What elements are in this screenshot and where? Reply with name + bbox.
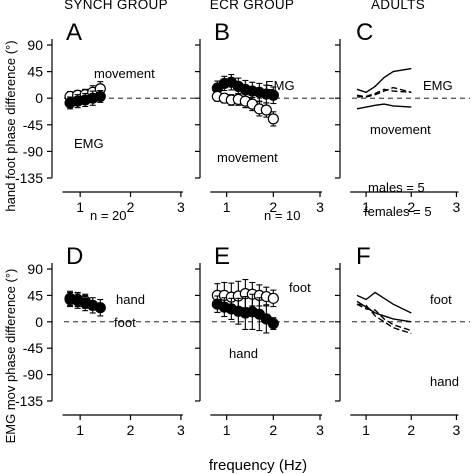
series-line-2	[356, 300, 412, 323]
panel-a: A 90 45 0 -45 -90 -135 1 2 3	[15, 19, 196, 215]
y-tick-label: 90	[27, 37, 43, 53]
series-line-2	[356, 88, 412, 98]
x-tick-label: 1	[76, 199, 84, 215]
y-tick-label: -45	[23, 340, 43, 356]
header-synch-group: SYNCH GROUP	[64, 0, 168, 12]
y-tick-label: -135	[15, 170, 43, 186]
panel-letter-d: D	[66, 243, 83, 270]
x-tick-label: 1	[223, 422, 231, 438]
panel-c: C 1 2 3	[335, 19, 470, 215]
panel-a-label-emg: EMG	[74, 136, 104, 151]
panel-d-label-foot: foot	[114, 315, 136, 330]
panel-d-label-hand: hand	[116, 292, 145, 307]
series-emg	[64, 89, 106, 110]
series-line-1	[356, 67, 412, 94]
series-foot	[211, 279, 279, 312]
panel-letter-e: E	[214, 243, 230, 270]
data-point	[267, 89, 279, 101]
data-point	[94, 302, 106, 314]
data-point	[267, 317, 279, 330]
y-tick-label: -90	[23, 143, 43, 159]
y-axis-title-bottom: EMG mov phase difference (°)	[3, 269, 18, 444]
x-tick-label: 1	[76, 422, 84, 438]
panel-f-label-foot: foot	[430, 292, 452, 307]
panel-c-label-males: males = 5	[368, 180, 425, 195]
panel-c-label-emg: EMG	[423, 78, 453, 93]
header-ecr-group: ECR GROUP	[210, 0, 294, 12]
x-tick-label: 2	[407, 422, 415, 438]
x-tick-label: 2	[269, 199, 277, 215]
panel-f: F 1 2 3	[335, 243, 470, 438]
panel-a-label-n: n = 20	[90, 208, 127, 223]
x-tick-label: 3	[453, 199, 461, 215]
panel-letter-b: B	[214, 19, 230, 46]
y-tick-label: 0	[35, 90, 43, 106]
panel-b-label-n: n = 10	[264, 208, 301, 223]
panel-letter-f: F	[356, 243, 371, 270]
y-axis-title-top: hand foot phase difference (°)	[3, 40, 18, 211]
x-tick-label: 1	[362, 199, 370, 215]
panel-f-label-hand: hand	[430, 374, 459, 389]
series-movement	[211, 90, 279, 127]
y-tick-label: -135	[15, 393, 43, 409]
panel-b-label-emg: EMG	[265, 78, 295, 93]
series-line-3	[356, 86, 412, 98]
x-tick-label: 2	[407, 199, 415, 215]
series-line-1	[356, 291, 412, 314]
panel-c-label-females: females = 5	[364, 204, 432, 219]
x-tick-label: 3	[316, 199, 324, 215]
panel-c-label-movement: movement	[370, 122, 431, 137]
y-tick-label: -90	[23, 367, 43, 383]
y-tick-label: -45	[23, 117, 43, 133]
data-point	[267, 292, 279, 304]
y-tick-label: 90	[27, 261, 43, 277]
series-line-3	[356, 303, 412, 332]
series-emg	[211, 74, 279, 105]
x-tick-label: 3	[177, 199, 185, 215]
panel-a-label-movement: movement	[94, 66, 155, 81]
y-tick-label: 0	[35, 314, 43, 330]
panel-letter-c: C	[356, 19, 373, 46]
series-line-4	[356, 103, 412, 110]
panel-e: E 1 2 3	[195, 243, 334, 438]
panel-b: B 1 2 3	[195, 19, 334, 215]
panel-e-label-foot: foot	[289, 280, 311, 295]
x-tick-label: 1	[362, 422, 370, 438]
y-tick-label: 45	[27, 287, 43, 303]
x-tick-label: 2	[127, 422, 135, 438]
series-line-4	[356, 303, 412, 335]
panel-e-label-hand: hand	[229, 346, 258, 361]
series-foot	[64, 291, 106, 317]
x-tick-label: 3	[316, 422, 324, 438]
header-adults: ADULTS	[371, 0, 425, 12]
panel-b-label-movement: movement	[217, 150, 278, 165]
y-tick-label: 45	[27, 64, 43, 80]
x-axis-title: frequency (Hz)	[209, 457, 307, 474]
panel-letter-a: A	[66, 19, 82, 46]
panel-d: D 90 45 0 -45 -90 -135 1 2 3	[15, 243, 196, 438]
series-hand	[211, 293, 279, 334]
data-point	[94, 90, 106, 103]
x-tick-label: 1	[223, 199, 231, 215]
x-tick-label: 2	[127, 199, 135, 215]
data-point	[260, 104, 272, 116]
data-point	[267, 113, 279, 125]
x-tick-label: 2	[269, 422, 277, 438]
x-tick-label: 3	[453, 422, 461, 438]
x-tick-label: 3	[177, 422, 185, 438]
